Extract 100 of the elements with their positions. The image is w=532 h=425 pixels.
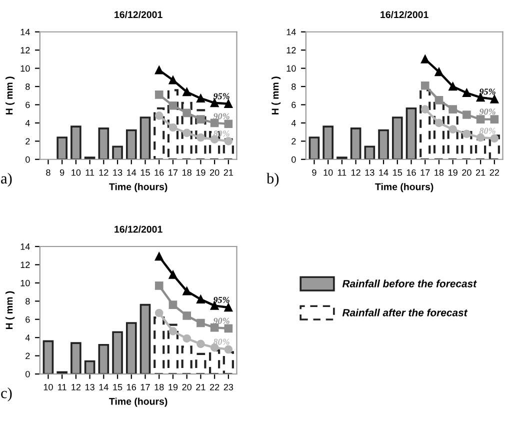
- point: [182, 88, 192, 96]
- point: [154, 66, 164, 74]
- point: [490, 95, 499, 104]
- point: [490, 134, 499, 143]
- point: [224, 345, 233, 354]
- x-tick-label: 17: [168, 169, 178, 176]
- x-tick-label: 20: [210, 169, 220, 176]
- series-label: 90%: [213, 318, 230, 324]
- y-tick-label: 6: [26, 316, 30, 323]
- y-axis-title: H ( mm ): [272, 76, 281, 114]
- x-tick-label: 17: [420, 169, 430, 176]
- x-tick-label: 15: [393, 169, 402, 176]
- x-tick-label: 23: [224, 384, 234, 390]
- point: [462, 110, 471, 119]
- y-tick-label: 10: [20, 280, 30, 286]
- x-tick-label: 18: [434, 169, 444, 176]
- x-tick-label: 20: [462, 169, 472, 176]
- y-tick-label: 8: [26, 83, 30, 90]
- point: [154, 111, 164, 120]
- point: [182, 286, 192, 296]
- point: [224, 324, 233, 333]
- point: [224, 100, 233, 108]
- x-tick-label: 12: [99, 169, 108, 176]
- point: [168, 327, 178, 336]
- point: [420, 81, 430, 90]
- point: [196, 94, 205, 103]
- point: [224, 120, 233, 128]
- y-tick-label: 6: [26, 102, 30, 108]
- x-tick-label: 21: [224, 169, 234, 176]
- bar: [154, 316, 165, 374]
- y-tick-label: 8: [292, 83, 296, 90]
- text: a): [1, 172, 12, 187]
- x-tick-label: 11: [86, 169, 94, 176]
- y-tick-label: 0: [292, 156, 296, 163]
- point: [154, 308, 164, 318]
- chart-title: 16/12/2001: [380, 10, 428, 18]
- x-tick-label: 17: [140, 384, 150, 390]
- y-tick-label: 4: [25, 120, 30, 126]
- point: [196, 295, 205, 304]
- point: [462, 88, 471, 98]
- x-tick-label: 9: [312, 169, 316, 176]
- point: [448, 105, 458, 114]
- x-tick-label: 22: [210, 384, 220, 390]
- x-tick-label: 10: [324, 169, 333, 176]
- x-tick-label: 16: [406, 169, 416, 176]
- series-label: 95%: [213, 296, 230, 303]
- y-tick-label: 2: [26, 352, 30, 360]
- x-tick-label: 19: [448, 169, 458, 176]
- point: [196, 115, 205, 124]
- point: [490, 115, 499, 124]
- y-tick-label: 8: [26, 298, 30, 305]
- x-tick-label: 14: [127, 169, 136, 176]
- bar: [209, 349, 220, 374]
- y-tick-label: 6: [292, 102, 296, 108]
- y-tick-label: 12: [286, 47, 296, 54]
- point: [182, 334, 192, 343]
- y-tick-label: 12: [20, 47, 30, 54]
- series-label: 95%: [213, 93, 230, 100]
- point: [196, 340, 205, 348]
- point: [168, 101, 178, 110]
- point: [168, 270, 178, 279]
- y-tick-label: 2: [292, 138, 296, 144]
- bar: [181, 346, 192, 374]
- series-label: 90%: [479, 108, 496, 115]
- x-tick-label: 15: [113, 384, 122, 390]
- x-tick-label: 10: [72, 169, 81, 176]
- series-label: 90%: [213, 113, 230, 120]
- y-tick-label: 4: [25, 334, 30, 341]
- x-tick-label: 18: [182, 169, 192, 176]
- point: [182, 312, 192, 320]
- x-tick-label: 20: [182, 384, 192, 390]
- point: [182, 128, 192, 138]
- bar: [475, 138, 486, 160]
- point: [224, 303, 233, 312]
- x-tick-label: 16: [154, 169, 164, 176]
- x-tick-label: 19: [168, 384, 178, 390]
- series-label: 95%: [479, 88, 496, 95]
- x-tick-label: 22: [490, 169, 499, 176]
- point: [434, 96, 444, 104]
- x-tick-label: 13: [365, 169, 374, 176]
- x-tick-label: 11: [58, 384, 66, 390]
- point: [224, 136, 233, 146]
- point: [476, 133, 485, 142]
- point: [154, 281, 164, 290]
- point: [182, 108, 192, 118]
- bar: [420, 89, 431, 160]
- point: [154, 90, 164, 99]
- point: [168, 76, 178, 84]
- legend-label: Rainfall after the forecast: [342, 308, 468, 316]
- x-tick-label: 11: [338, 169, 346, 176]
- x-axis-title: Time (hours): [109, 398, 168, 407]
- x-tick-label: 19: [196, 169, 206, 176]
- point: [462, 130, 471, 138]
- y-tick-label: 0: [26, 156, 30, 163]
- point: [420, 105, 430, 114]
- y-tick-label: 14: [286, 28, 296, 36]
- point: [434, 118, 444, 128]
- y-tick-label: 4: [291, 120, 296, 126]
- point: [210, 98, 219, 108]
- x-tick-label: 13: [85, 384, 94, 390]
